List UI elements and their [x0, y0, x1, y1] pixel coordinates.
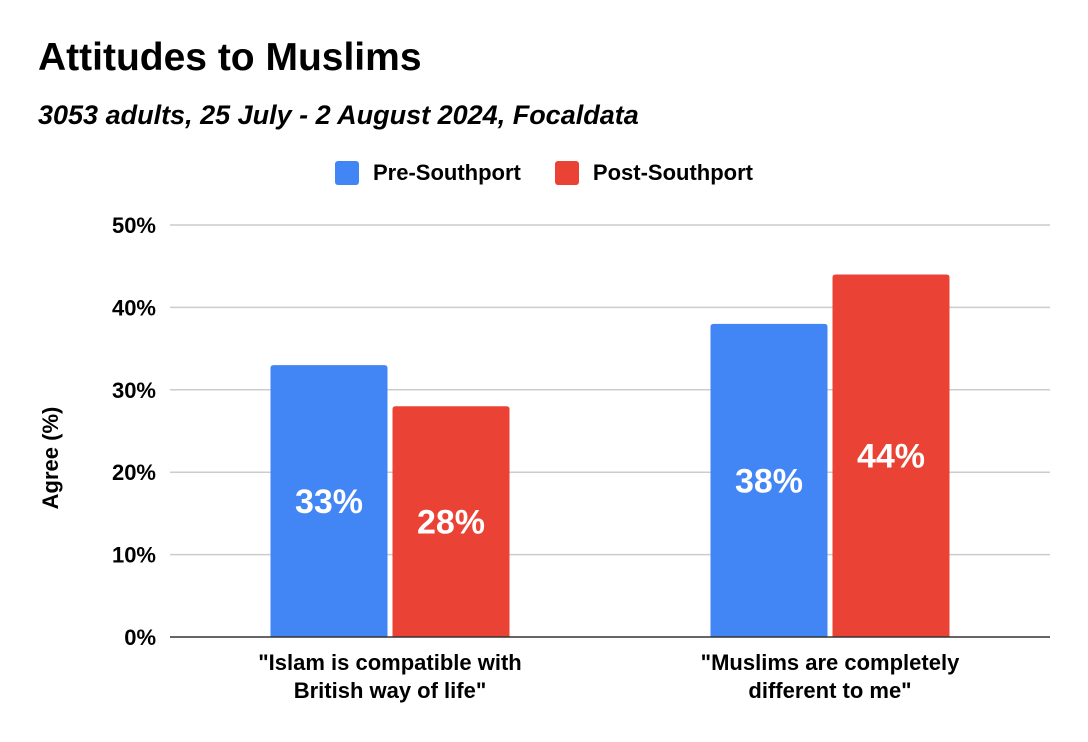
y-tick-label: 50%: [112, 213, 156, 238]
y-tick-label: 0%: [124, 625, 156, 650]
legend-label-pre-southport: Pre-Southport: [373, 160, 521, 185]
x-category-label: British way of life": [294, 678, 487, 703]
bar-value-label: 28%: [417, 504, 485, 542]
bar-value-label: 44%: [857, 438, 925, 476]
legend-item-post-southport: Post-Southport: [554, 160, 753, 186]
legend-swatch-post-southport: [554, 161, 579, 185]
legend-item-pre-southport: Pre-Southport: [335, 160, 521, 186]
legend-label-post-southport: Post-Southport: [592, 160, 753, 185]
bar-value-label: 33%: [295, 483, 363, 521]
x-category-label: "Islam is compatible with: [258, 650, 522, 675]
chart-legend: Pre-Southport Post-Southport: [0, 160, 1088, 186]
x-category-label: "Muslims are completely: [701, 650, 960, 675]
y-tick-label: 20%: [112, 460, 156, 485]
x-category-label: different to me": [748, 678, 911, 703]
chart-title: Attitudes to Muslims: [38, 36, 422, 79]
legend-swatch-pre-southport: [335, 161, 359, 185]
bar: [270, 365, 388, 637]
bar: [392, 406, 510, 637]
y-tick-label: 40%: [112, 295, 156, 320]
y-axis-title: Agree (%): [38, 407, 63, 510]
y-tick-label: 10%: [112, 543, 156, 568]
bar: [832, 274, 950, 637]
bar-value-label: 38%: [735, 462, 803, 500]
bar: [710, 323, 828, 637]
chart-subtitle: 3053 adults, 25 July - 2 August 2024, Fo…: [38, 100, 639, 130]
y-tick-label: 30%: [112, 378, 156, 403]
